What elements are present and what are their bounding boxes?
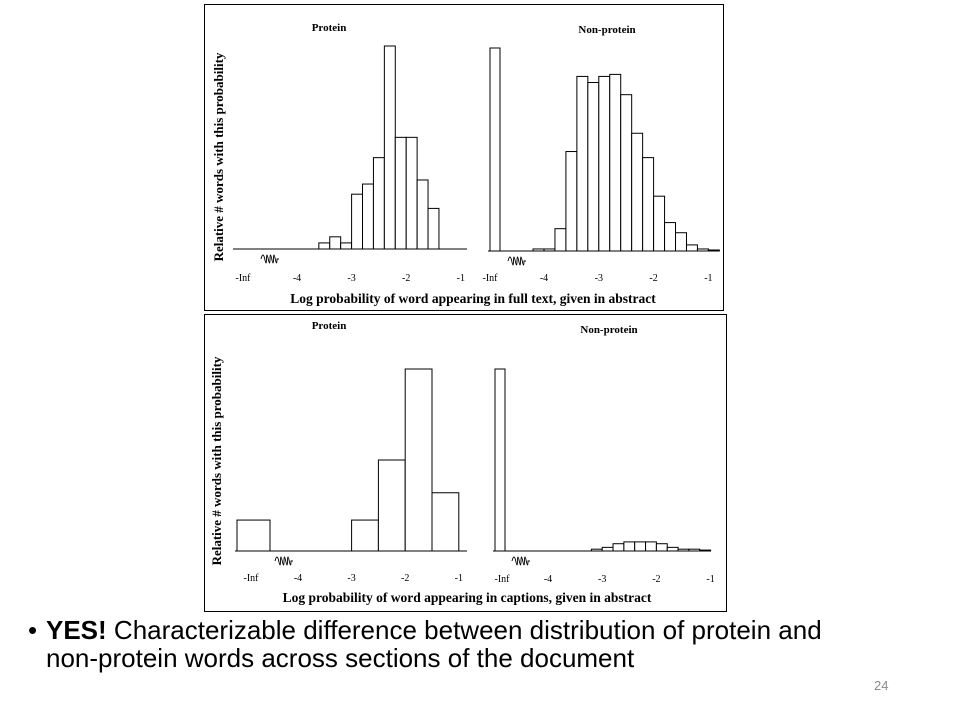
tick-label: -Inf [244,573,260,584]
histogram-bar [576,75,589,252]
histogram-bar [598,75,611,252]
histogram-bar [362,183,374,250]
bullet-dot: • [28,615,38,645]
tick-label: -1 [706,574,714,585]
histogram-bar [634,541,647,552]
histogram-bar [351,519,379,552]
histogram-bar [666,546,679,552]
histogram-bar [405,136,418,250]
x-axis-label: Log probability of word appearing in ful… [290,291,656,306]
histogram-bar [631,132,644,252]
top-figure-panel: Relative # words with this probability L… [204,4,724,311]
bottom-histogram-figure: Relative # words with this probability L… [209,320,715,605]
tick-label: -Inf [236,273,252,284]
histogram-bar [645,541,657,552]
histogram-bar [601,546,614,552]
subplot-title-protein: Protein [312,22,347,34]
bottom-figure-panel: Relative # words with this probability L… [204,314,727,612]
bullet-text: YES! Characterizable difference between … [46,616,876,672]
tick-label: -4 [544,574,552,585]
tick-label: -1 [457,273,465,284]
histogram-bar [383,45,396,250]
histogram-bar [394,136,407,250]
tick-label: -1 [455,573,463,584]
tick-label: -3 [598,574,606,585]
tick-label: -Inf [495,574,511,585]
histogram-bar [416,179,429,250]
tick-label: -4 [293,273,301,284]
histogram-bar [655,543,668,552]
tick-label: -Inf [483,273,499,284]
tick-label: -3 [347,273,355,284]
histogram-bar [554,228,567,252]
tick-label: -2 [652,574,660,585]
subplot-title-non-protein: Non-protein [578,24,635,36]
subplot-non-protein: -Inf -4 -3 -2 -1 [483,47,720,284]
histogram-bar [623,541,636,552]
axis-break-icon [274,556,293,566]
subplot-protein: -Inf -4 -3 -2 -1 [233,45,467,284]
histogram-bar [427,207,440,250]
histogram-bar [664,222,677,252]
y-axis-label: Relative # words with this probability [209,356,224,565]
histogram-bar [642,157,655,252]
bullet-body: Characterizable difference between distr… [46,615,822,673]
histogram-bar [318,242,331,250]
tick-label: -4 [294,573,302,584]
tick-label: -2 [649,273,657,284]
histogram-bar [587,82,600,252]
tick-label: -3 [595,273,603,284]
histogram-bar [377,459,406,552]
axis-break-icon [260,254,279,264]
top-histogram-figure: Relative # words with this probability L… [211,22,720,306]
histogram-bar [685,244,698,252]
histogram-bar [612,543,625,552]
tick-label: -2 [401,573,409,584]
histogram-bar [565,151,578,252]
histogram-bar [340,242,353,250]
histogram-bar [653,195,666,252]
bar-neg-inf [236,519,271,552]
axis-break-icon [507,256,526,266]
y-axis-label: Relative # words with this probability [211,52,226,261]
histogram-bar [431,492,460,552]
bar-neg-inf [494,368,506,552]
histogram-bar [675,232,687,252]
tick-label: -4 [540,273,548,284]
histogram-bar [609,73,622,252]
axis-break-icon [511,556,530,566]
subplot-title-protein: Protein [312,320,347,332]
bullet-emphasis: YES! [46,615,107,645]
histogram-bar [372,157,385,250]
tick-label: -3 [347,573,355,584]
subplot-non-protein: -Inf -4 -3 -2 -1 [493,368,715,585]
subplot-protein: -Inf -4 -3 -2 -1 [235,368,467,584]
histogram-bar [351,193,364,250]
slide-number: 24 [874,678,889,693]
histogram-bar [404,368,433,552]
x-axis-label: Log probability of word appearing in cap… [283,590,652,605]
histogram-bar [620,94,633,252]
subplot-title-non-protein: Non-protein [580,324,637,336]
bar-neg-inf [489,47,501,252]
tick-label: -1 [704,273,712,284]
histogram-bar [329,236,342,250]
tick-label: -2 [402,273,410,284]
